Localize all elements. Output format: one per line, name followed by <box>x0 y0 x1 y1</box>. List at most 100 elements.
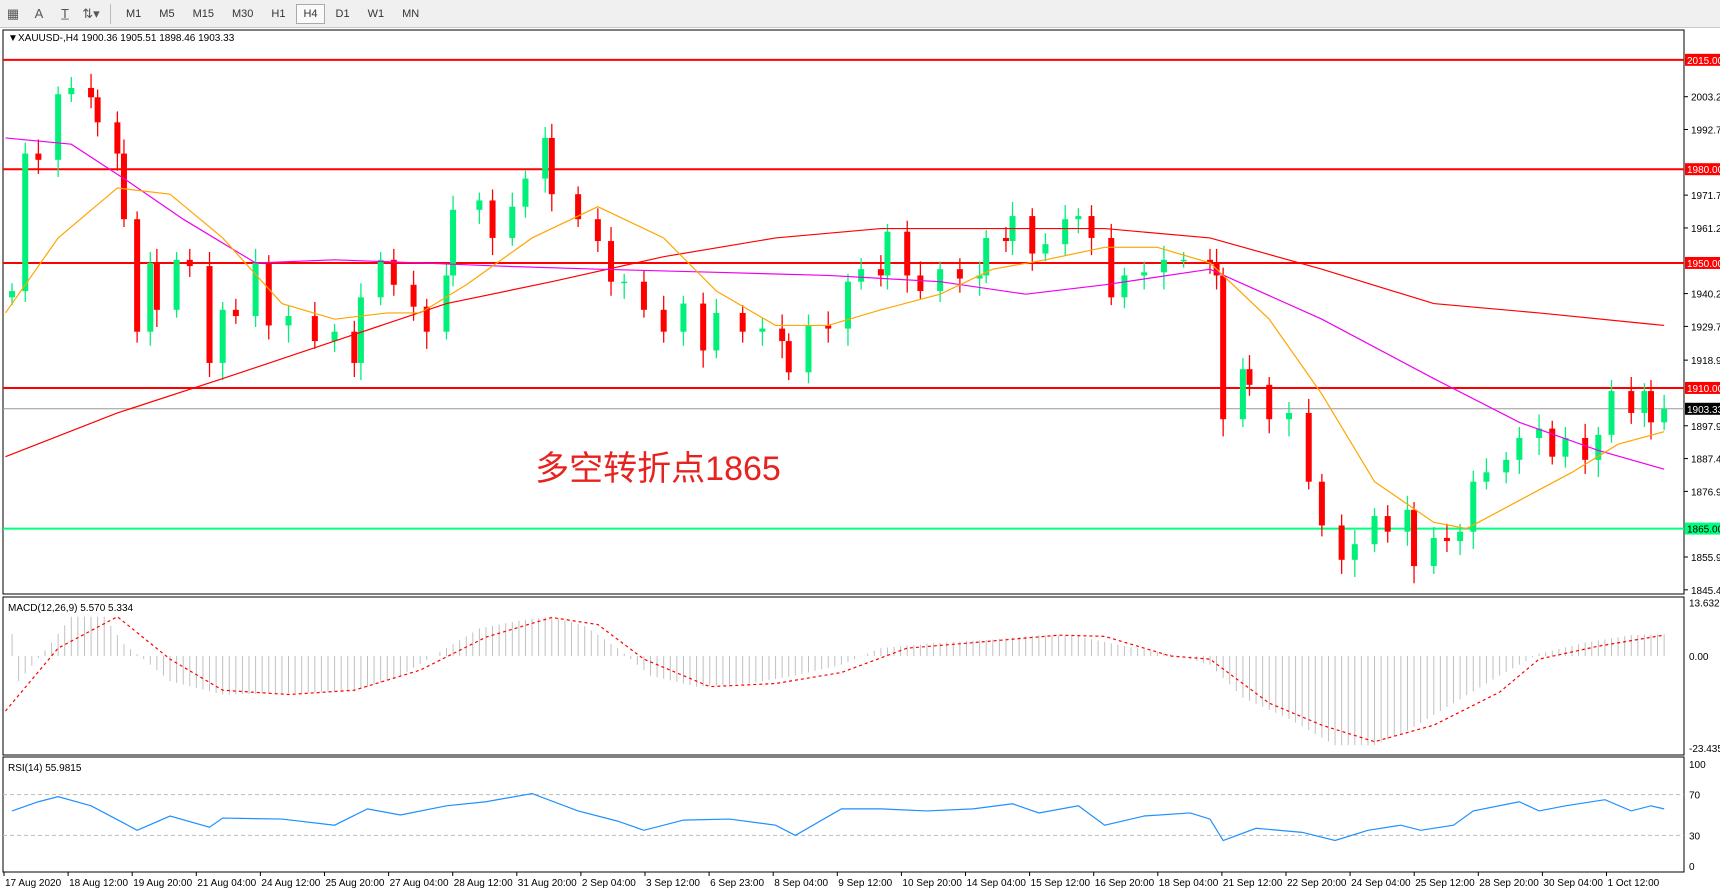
symbol-info: XAUUSD-,H4 1900.36 1905.51 1898.46 1903.… <box>18 33 235 44</box>
level-tag-bg <box>1685 163 1720 176</box>
level-tag-bg <box>1685 381 1720 394</box>
candle-body <box>423 306 430 332</box>
candle-body <box>147 262 154 332</box>
candle <box>1628 377 1635 424</box>
timeframe-m1-button[interactable]: M1 <box>126 7 142 20</box>
collapse-triangle-icon: ▼ <box>8 33 18 44</box>
candle <box>660 295 667 343</box>
candle <box>265 255 272 340</box>
candle-body <box>311 316 318 342</box>
candle <box>877 255 884 287</box>
price-axis-label: 1971.70 <box>1691 191 1720 202</box>
candle-body <box>1608 391 1615 435</box>
time-axis-label: 6 Sep 23:00 <box>710 878 764 889</box>
candle <box>68 77 75 103</box>
current-price-tag-bg <box>1685 402 1720 415</box>
text-label-icon[interactable]: T̲ <box>61 6 69 21</box>
candle <box>252 248 259 328</box>
candle <box>22 142 29 303</box>
candle <box>1503 452 1510 484</box>
candle <box>522 170 529 218</box>
candle-body <box>621 281 628 284</box>
price-axis-label: 1929.70 <box>1691 322 1720 333</box>
candle-body <box>594 219 601 242</box>
candle <box>1160 245 1167 290</box>
candle-body <box>1536 428 1543 438</box>
candle-body <box>134 219 141 332</box>
candle-body <box>1628 391 1635 413</box>
timeframe-w1-button[interactable]: W1 <box>367 7 385 20</box>
candle-body <box>1062 219 1069 245</box>
candle <box>956 258 963 293</box>
candle <box>575 186 582 228</box>
level-tag: 1950.00 <box>1687 259 1720 270</box>
timeframe-d1-button[interactable]: D1 <box>335 7 350 20</box>
level-tag: 1910.00 <box>1687 384 1720 395</box>
time-axis-label: 14 Sep 04:00 <box>967 878 1027 889</box>
candle-body <box>55 94 62 160</box>
time-axis-label: 30 Sep 04:00 <box>1543 878 1603 889</box>
candle <box>1042 233 1049 262</box>
candle <box>1661 394 1668 431</box>
candle <box>1549 420 1556 465</box>
price-axis-label: 1961.20 <box>1691 224 1720 235</box>
candle-body <box>1029 216 1036 254</box>
candle <box>351 320 358 378</box>
time-axis-label: 22 Sep 20:00 <box>1287 878 1347 889</box>
candle <box>1266 377 1273 434</box>
candle-body <box>858 269 865 282</box>
candle <box>476 192 483 224</box>
timeframe-m30-button[interactable]: M30 <box>231 7 254 20</box>
candle <box>1470 470 1477 549</box>
rsi-line <box>11 792 1665 842</box>
candle <box>147 252 154 346</box>
rsi-label: RSI(14) 55.9815 <box>8 763 82 774</box>
macd-label: MACD(12,26,9) 5.570 5.334 <box>8 603 134 614</box>
candle <box>779 314 786 359</box>
time-axis-label: 21 Sep 12:00 <box>1223 878 1283 889</box>
price-axis-label: 1876.90 <box>1691 487 1720 498</box>
candle <box>94 89 101 137</box>
candle <box>443 264 450 340</box>
candle <box>548 123 555 212</box>
candle <box>1220 267 1227 437</box>
candle-body <box>153 262 160 310</box>
candle <box>1457 523 1464 556</box>
candle <box>713 298 720 359</box>
candle-body <box>640 281 647 310</box>
timeframe-m5-button[interactable]: M5 <box>159 7 175 20</box>
candle <box>1029 208 1036 271</box>
candle <box>680 295 687 346</box>
candle <box>825 311 832 343</box>
candle-body <box>1483 472 1490 482</box>
candle-body <box>173 259 180 310</box>
timeframe-h4-button[interactable]: H4 <box>296 3 325 24</box>
chart-area[interactable]: 2003.20 1992.70 1971.70 1961.20 1940.20 1929.… <box>0 28 1720 895</box>
candle-body <box>785 341 792 373</box>
candle-body <box>1285 412 1292 420</box>
candle <box>983 230 990 284</box>
candle-body <box>1338 525 1345 560</box>
timeframe-h1-button[interactable]: H1 <box>271 7 286 20</box>
timeframe-m15-button[interactable]: M15 <box>192 7 214 20</box>
time-axis-label: 25 Aug 20:00 <box>326 878 385 889</box>
candle <box>186 248 193 278</box>
candle <box>377 252 384 306</box>
arrows-icon[interactable]: ⇅▾ <box>82 5 100 21</box>
grid-icon[interactable]: ▦ <box>6 5 20 21</box>
timeframe-mn-button[interactable]: MN <box>402 7 420 20</box>
candle-body <box>1180 259 1187 262</box>
time-axis-label: 28 Aug 12:00 <box>454 878 513 889</box>
candle-body <box>904 231 911 276</box>
candle-body <box>976 275 983 279</box>
text-icon[interactable]: A <box>34 6 44 21</box>
candle-body <box>1549 428 1556 457</box>
ma-fast-line <box>4 187 1665 530</box>
time-axis-label: 24 Aug 12:00 <box>261 878 320 889</box>
candle-body <box>937 269 944 292</box>
candle-body <box>575 194 582 220</box>
candle-body <box>1088 216 1095 238</box>
macd-signal-line <box>5 615 1665 743</box>
time-axis-label: 25 Sep 12:00 <box>1415 878 1475 889</box>
candle-body <box>1384 516 1391 532</box>
